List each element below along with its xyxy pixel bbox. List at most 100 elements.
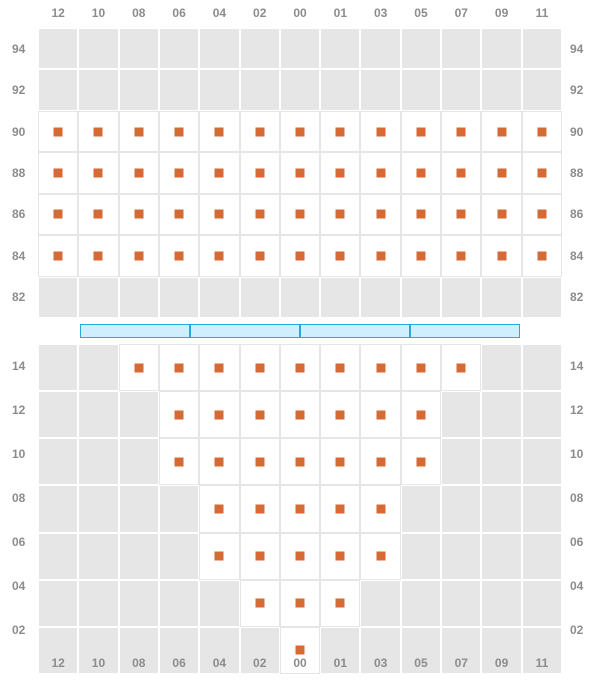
available-seat-cell[interactable] <box>320 485 360 532</box>
available-seat-cell[interactable] <box>199 111 239 152</box>
available-seat-cell[interactable] <box>119 344 159 391</box>
available-seat-cell[interactable] <box>199 152 239 193</box>
unavailable-cell <box>78 69 118 110</box>
available-seat-cell[interactable] <box>280 438 320 485</box>
available-seat-cell[interactable] <box>320 533 360 580</box>
available-seat-cell[interactable] <box>240 152 280 193</box>
available-seat-cell[interactable] <box>280 152 320 193</box>
available-seat-cell[interactable] <box>481 111 521 152</box>
unavailable-cell <box>481 438 521 485</box>
available-seat-cell[interactable] <box>320 152 360 193</box>
available-seat-cell[interactable] <box>38 111 78 152</box>
available-seat-cell[interactable] <box>360 344 400 391</box>
available-seat-cell[interactable] <box>401 235 441 276</box>
axis-label: 94 <box>12 28 25 69</box>
available-seat-cell[interactable] <box>240 344 280 391</box>
available-seat-cell[interactable] <box>320 438 360 485</box>
axis-label: 12 <box>38 6 78 20</box>
available-seat-cell[interactable] <box>280 485 320 532</box>
available-seat-cell[interactable] <box>522 152 562 193</box>
unavailable-cell <box>522 344 562 391</box>
available-seat-cell[interactable] <box>320 111 360 152</box>
available-seat-cell[interactable] <box>280 344 320 391</box>
seat-marker-icon <box>376 251 385 260</box>
available-seat-cell[interactable] <box>522 111 562 152</box>
available-seat-cell[interactable] <box>240 438 280 485</box>
available-seat-cell[interactable] <box>199 194 239 235</box>
available-seat-cell[interactable] <box>360 235 400 276</box>
available-seat-cell[interactable] <box>78 235 118 276</box>
available-seat-cell[interactable] <box>280 533 320 580</box>
available-seat-cell[interactable] <box>280 194 320 235</box>
available-seat-cell[interactable] <box>401 194 441 235</box>
available-seat-cell[interactable] <box>199 485 239 532</box>
available-seat-cell[interactable] <box>522 194 562 235</box>
available-seat-cell[interactable] <box>78 194 118 235</box>
available-seat-cell[interactable] <box>119 111 159 152</box>
available-seat-cell[interactable] <box>360 438 400 485</box>
available-seat-cell[interactable] <box>159 194 199 235</box>
unavailable-cell <box>320 28 360 69</box>
available-seat-cell[interactable] <box>38 194 78 235</box>
available-seat-cell[interactable] <box>159 111 199 152</box>
available-seat-cell[interactable] <box>401 438 441 485</box>
available-seat-cell[interactable] <box>481 194 521 235</box>
available-seat-cell[interactable] <box>240 485 280 532</box>
available-seat-cell[interactable] <box>441 111 481 152</box>
available-seat-cell[interactable] <box>481 152 521 193</box>
available-seat-cell[interactable] <box>199 235 239 276</box>
available-seat-cell[interactable] <box>78 152 118 193</box>
available-seat-cell[interactable] <box>320 580 360 627</box>
available-seat-cell[interactable] <box>159 152 199 193</box>
available-seat-cell[interactable] <box>119 152 159 193</box>
available-seat-cell[interactable] <box>401 344 441 391</box>
available-seat-cell[interactable] <box>38 152 78 193</box>
unavailable-cell <box>38 28 78 69</box>
available-seat-cell[interactable] <box>280 235 320 276</box>
available-seat-cell[interactable] <box>320 344 360 391</box>
bottom-row-labels-left: 14121008060402 <box>12 344 25 652</box>
available-seat-cell[interactable] <box>38 235 78 276</box>
available-seat-cell[interactable] <box>441 152 481 193</box>
available-seat-cell[interactable] <box>522 235 562 276</box>
available-seat-cell[interactable] <box>199 391 239 438</box>
available-seat-cell[interactable] <box>441 235 481 276</box>
available-seat-cell[interactable] <box>78 111 118 152</box>
available-seat-cell[interactable] <box>441 194 481 235</box>
available-seat-cell[interactable] <box>320 391 360 438</box>
available-seat-cell[interactable] <box>320 235 360 276</box>
available-seat-cell[interactable] <box>119 194 159 235</box>
available-seat-cell[interactable] <box>159 235 199 276</box>
available-seat-cell[interactable] <box>240 111 280 152</box>
available-seat-cell[interactable] <box>240 580 280 627</box>
available-seat-cell[interactable] <box>280 580 320 627</box>
unavailable-cell <box>38 438 78 485</box>
available-seat-cell[interactable] <box>119 235 159 276</box>
available-seat-cell[interactable] <box>481 235 521 276</box>
available-seat-cell[interactable] <box>360 152 400 193</box>
available-seat-cell[interactable] <box>240 235 280 276</box>
available-seat-cell[interactable] <box>401 152 441 193</box>
available-seat-cell[interactable] <box>320 194 360 235</box>
available-seat-cell[interactable] <box>360 194 400 235</box>
available-seat-cell[interactable] <box>199 533 239 580</box>
available-seat-cell[interactable] <box>441 344 481 391</box>
available-seat-cell[interactable] <box>280 111 320 152</box>
available-seat-cell[interactable] <box>360 111 400 152</box>
available-seat-cell[interactable] <box>199 344 239 391</box>
available-seat-cell[interactable] <box>240 194 280 235</box>
seat-marker-icon <box>215 552 224 561</box>
seat-marker-icon <box>134 210 143 219</box>
available-seat-cell[interactable] <box>159 344 199 391</box>
available-seat-cell[interactable] <box>360 391 400 438</box>
available-seat-cell[interactable] <box>280 391 320 438</box>
available-seat-cell[interactable] <box>360 485 400 532</box>
available-seat-cell[interactable] <box>360 533 400 580</box>
available-seat-cell[interactable] <box>401 391 441 438</box>
available-seat-cell[interactable] <box>159 438 199 485</box>
available-seat-cell[interactable] <box>240 533 280 580</box>
available-seat-cell[interactable] <box>401 111 441 152</box>
available-seat-cell[interactable] <box>199 438 239 485</box>
available-seat-cell[interactable] <box>240 391 280 438</box>
available-seat-cell[interactable] <box>159 391 199 438</box>
